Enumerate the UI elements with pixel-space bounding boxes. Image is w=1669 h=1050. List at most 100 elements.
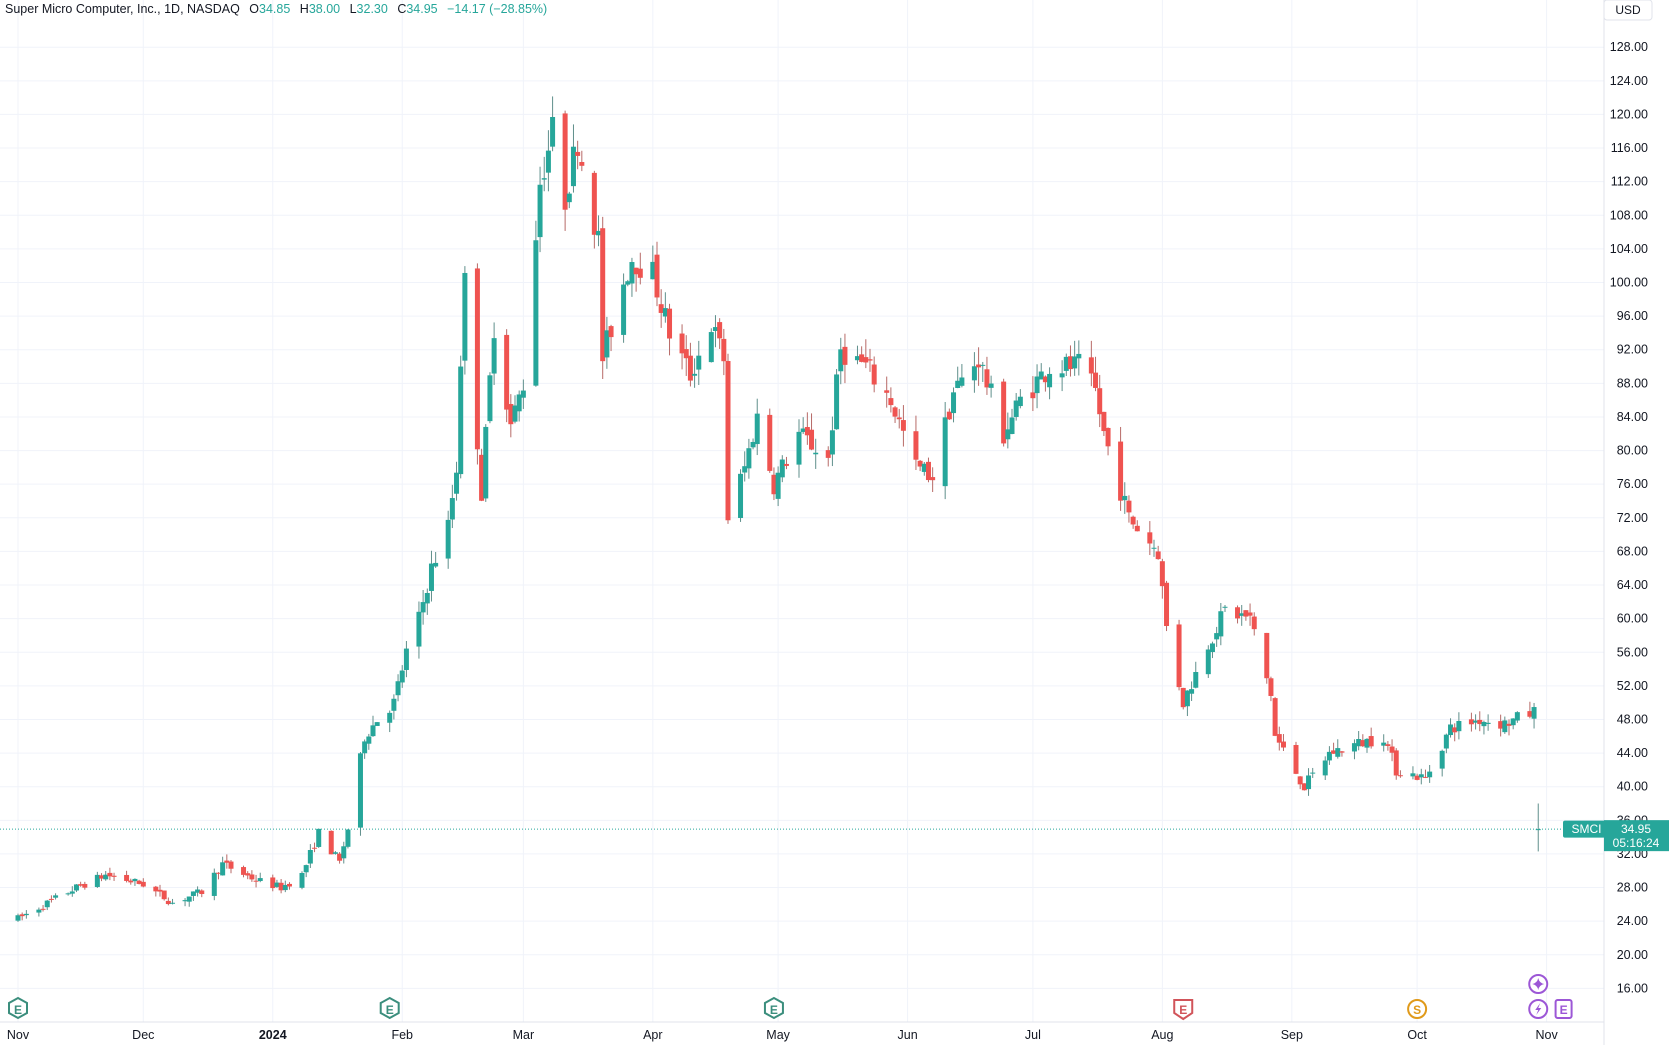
candle-up[interactable] [1205,645,1211,678]
currency-button[interactable]: USD [1603,0,1653,21]
candle-up[interactable] [345,829,351,849]
candle-down[interactable] [1393,748,1399,780]
candle-up[interactable] [1427,764,1433,783]
candle-down[interactable] [1243,610,1249,621]
candle-up[interactable] [1364,738,1370,753]
candle-up[interactable] [403,641,409,678]
candle-down[interactable] [504,329,510,423]
candle-up[interactable] [854,345,860,365]
candle-up[interactable] [951,387,957,423]
candle-up[interactable] [1443,733,1449,754]
candle-up[interactable] [433,552,439,568]
candle-up[interactable] [596,215,602,247]
candle-up[interactable] [959,364,965,388]
candle-up[interactable] [650,245,656,280]
candle-up[interactable] [53,893,59,900]
candle-up[interactable] [428,550,434,602]
candle-down[interactable] [867,348,873,372]
candle-down[interactable] [253,874,259,888]
candle-up[interactable] [754,398,760,456]
candle-down[interactable] [767,408,773,473]
candle-up[interactable] [65,892,71,896]
candle-down[interactable] [1339,750,1345,757]
candle-down[interactable] [842,333,848,384]
candle-down[interactable] [1385,741,1391,751]
candle-up[interactable] [1448,718,1454,738]
candle-up[interactable] [708,328,714,363]
candle-up[interactable] [796,419,802,478]
candle-up[interactable] [1151,539,1157,557]
candle-up[interactable] [1310,767,1316,778]
candle-up[interactable] [1326,746,1332,765]
candle-up[interactable] [512,395,518,424]
candle-up[interactable] [282,880,288,893]
candle-down[interactable] [859,346,865,363]
candle-down[interactable] [591,170,597,249]
candle-down[interactable] [249,870,255,882]
candle-up[interactable] [1009,408,1015,435]
candle-down[interactable] [633,267,639,292]
candle-down[interactable] [1093,356,1099,392]
candle-up[interactable] [813,438,819,469]
candle-down[interactable] [1147,521,1153,556]
candle-up[interactable] [483,424,489,502]
candle-down[interactable] [683,335,689,376]
candle-down[interactable] [687,342,693,387]
candle-down[interactable] [111,872,117,881]
candle-up[interactable] [712,315,718,348]
candle-down[interactable] [19,912,25,921]
candle-up[interactable] [1193,661,1199,689]
candle-down[interactable] [153,885,159,897]
earnings-icon[interactable]: E [1173,999,1194,1021]
candle-up[interactable] [462,266,468,375]
candle-up[interactable] [399,665,405,688]
candle-up[interactable] [625,279,631,287]
candle-down[interactable] [286,882,292,890]
candle-up[interactable] [366,733,372,750]
candle-up[interactable] [1063,353,1069,376]
candle-up[interactable] [1189,681,1195,701]
candle-up[interactable] [1410,766,1416,780]
candle-down[interactable] [99,873,105,882]
earnings-icon[interactable]: E [1554,999,1573,1019]
candle-down[interactable] [1360,734,1366,748]
candle-down[interactable] [783,456,789,470]
candle-down[interactable] [128,878,134,885]
candle-up[interactable] [299,871,305,890]
candle-down[interactable] [1468,712,1474,732]
candle-up[interactable] [1481,720,1487,735]
candle-up[interactable] [316,828,322,848]
candle-down[interactable] [508,394,514,438]
candle-up[interactable] [955,366,961,389]
candle-down[interactable] [1247,603,1253,626]
candle-down[interactable] [717,318,723,349]
candle-down[interactable] [600,216,606,380]
candle-up[interactable] [73,884,79,893]
candle-down[interactable] [654,241,660,307]
candle-up[interactable] [750,438,756,450]
candle-down[interactable] [1030,376,1036,412]
candle-down[interactable] [771,467,777,501]
candle-down[interactable] [199,889,205,898]
candle-down[interactable] [1088,340,1094,387]
candle-down[interactable] [165,897,171,906]
candle-up[interactable] [132,878,138,886]
candle-down[interactable] [1297,776,1303,790]
candle-down[interactable] [888,387,894,413]
candle-down[interactable] [946,408,952,420]
candle-up[interactable] [416,601,422,659]
candle-down[interactable] [161,890,167,901]
candle-up[interactable] [362,739,368,759]
candle-down[interactable] [1477,711,1483,732]
candle-up[interactable] [541,156,547,192]
candle-up[interactable] [1322,756,1328,781]
candle-up[interactable] [516,390,522,422]
candle-down[interactable] [1276,726,1282,751]
candle-up[interactable] [211,868,217,901]
candle-up[interactable] [533,220,539,387]
candle-up[interactable] [36,907,42,917]
candle-up[interactable] [1184,690,1190,717]
candle-up[interactable] [420,590,426,625]
candle-down[interactable] [1042,375,1048,392]
